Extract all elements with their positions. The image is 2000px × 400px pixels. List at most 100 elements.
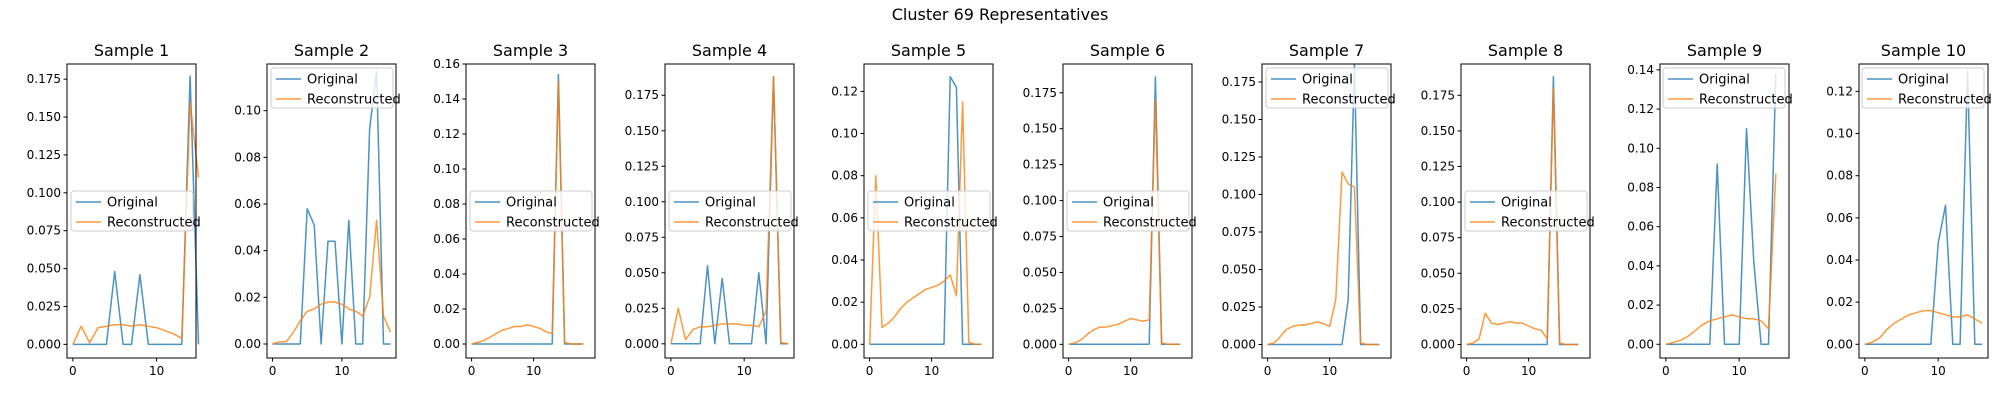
y-tick-label: 0.100 <box>625 195 659 209</box>
y-tick-label: 0.000 <box>625 337 659 351</box>
series-line-reconstructed <box>868 101 982 346</box>
y-tick-label: 0.175 <box>1421 88 1455 102</box>
series-line-original <box>1864 69 1983 346</box>
legend-label: Original <box>107 196 158 211</box>
y-tick-label: 0.02 <box>1627 298 1654 312</box>
y-tick-label: 0.150 <box>1222 113 1256 127</box>
plot-frame <box>1659 63 1790 359</box>
x-tick-label: 10 <box>1322 364 1337 378</box>
y-tick-label: 0.050 <box>1222 263 1256 277</box>
legend: Original Reconstructed <box>1066 190 1197 232</box>
legend-label: Reconstructed <box>307 93 401 108</box>
y-tick-label: 0.08 <box>234 150 261 164</box>
y-tick-label: 0.175 <box>1222 75 1256 89</box>
y-tick-label: 0.000 <box>1222 338 1256 352</box>
subplot-1: Sample 1 0.000 0.025 0.050 0.075 0.100 0.125 0.… <box>27 41 201 378</box>
legend-label: Original <box>705 196 756 211</box>
legend: Original Reconstructed <box>867 190 998 232</box>
series-line-original <box>869 75 982 346</box>
x-tick-label: 10 <box>924 364 939 378</box>
y-tick-label: 0.10 <box>831 127 858 141</box>
subplot-3: Sample 3 0.00 0.02 0.04 0.06 0.08 0.10 0.12 0.14… <box>433 41 599 378</box>
x-tick-label: 10 <box>1521 364 1536 378</box>
subplot-title: Sample 6 <box>1090 41 1165 60</box>
y-tick-label: 0.100 <box>27 186 61 200</box>
x-tick-label: 0 <box>69 364 77 378</box>
plot-frame <box>1062 63 1193 359</box>
legend-label: Reconstructed <box>904 216 998 231</box>
y-tick-label: 0.06 <box>433 232 460 246</box>
plot-frame <box>1858 63 1989 359</box>
legend-label: Reconstructed <box>1699 93 1793 108</box>
subplot-title: Sample 9 <box>1687 41 1762 60</box>
y-tick-label: 0.06 <box>1826 211 1853 225</box>
series-line-original <box>272 70 391 345</box>
x-tick-label: 0 <box>1861 364 1869 378</box>
y-tick-label: 0.14 <box>1627 63 1654 77</box>
y-tick-label: 0.125 <box>625 159 659 173</box>
plot-frame <box>1261 63 1392 359</box>
subplot-10: Sample 10 0.00 0.02 0.04 0.06 0.08 0.10 0.12 0 10… <box>1826 41 1991 378</box>
y-tick-label: 0.08 <box>1627 180 1654 194</box>
y-tick-label: 0.16 <box>433 57 460 71</box>
series-line-original <box>1267 63 1380 346</box>
y-tick-label: 0.150 <box>1421 124 1455 138</box>
y-tick-label: 0.02 <box>1826 295 1853 309</box>
legend-label: Reconstructed <box>506 216 600 231</box>
series-line-reconstructed <box>670 76 789 345</box>
y-tick-label: 0.100 <box>1222 188 1256 202</box>
y-tick-label: 0.150 <box>27 110 61 124</box>
y-tick-label: 0.10 <box>234 104 261 118</box>
subplot-title: Sample 8 <box>1488 41 1563 60</box>
plot-frame <box>863 63 994 359</box>
y-tick-label: 0.025 <box>1023 301 1057 315</box>
y-tick-label: 0.100 <box>1421 195 1455 209</box>
series-line-reconstructed <box>1864 309 1983 346</box>
x-tick-label: 10 <box>1732 364 1747 378</box>
legend-box <box>270 67 394 109</box>
y-tick-label: 0.025 <box>27 299 61 313</box>
y-tick-label: 0.000 <box>27 337 61 351</box>
legend-label: Original <box>1699 73 1750 88</box>
legend: Original Reconstructed <box>469 190 600 232</box>
subplot-title: Sample 3 <box>493 41 568 60</box>
y-tick-label: 0.00 <box>831 337 858 351</box>
y-tick-label: 0.050 <box>625 266 659 280</box>
legend: Original Reconstructed <box>1662 67 1793 109</box>
subplot-title: Sample 5 <box>891 41 966 60</box>
subplot-title: Sample 10 <box>1881 41 1966 60</box>
plot-frame <box>66 63 197 359</box>
x-tick-label: 0 <box>1463 364 1471 378</box>
y-tick-label: 0.04 <box>1826 253 1853 267</box>
subplot-title: Sample 4 <box>692 41 767 60</box>
y-tick-label: 0.100 <box>1023 194 1057 208</box>
series-line-reconstructed <box>471 80 584 345</box>
x-tick-label: 10 <box>1123 364 1138 378</box>
y-tick-label: 0.175 <box>27 72 61 86</box>
y-tick-label: 0.12 <box>433 127 460 141</box>
y-tick-label: 0.125 <box>1023 158 1057 172</box>
y-tick-label: 0.075 <box>27 224 61 238</box>
figure-title: Cluster 69 Representatives <box>892 5 1109 24</box>
y-tick-label: 0.02 <box>234 290 261 304</box>
y-tick-label: 0.12 <box>1826 84 1853 98</box>
series-line-original <box>72 75 200 346</box>
legend-box <box>469 190 593 232</box>
y-tick-label: 0.08 <box>831 169 858 183</box>
series-line-reconstructed <box>272 219 392 345</box>
subplot-7: Sample 7 0.000 0.025 0.050 0.075 0.100 0.125 0.… <box>1222 41 1396 378</box>
legend-box <box>1265 67 1389 109</box>
y-tick-label: 0.125 <box>1421 160 1455 174</box>
legend: Original Reconstructed <box>270 67 401 109</box>
x-tick-label: 10 <box>1931 364 1946 378</box>
legend-label: Reconstructed <box>1302 93 1396 108</box>
y-tick-label: 0.125 <box>1222 150 1256 164</box>
legend-box <box>1066 190 1190 232</box>
series-line-original <box>471 73 584 345</box>
plot-frame <box>465 63 596 359</box>
y-tick-label: 0.10 <box>1627 141 1654 155</box>
subplot-grid: Sample 10.0000.0250.0500.0750.1000.1250.… <box>27 41 1992 378</box>
x-tick-label: 10 <box>737 364 752 378</box>
legend-box <box>1464 190 1588 232</box>
